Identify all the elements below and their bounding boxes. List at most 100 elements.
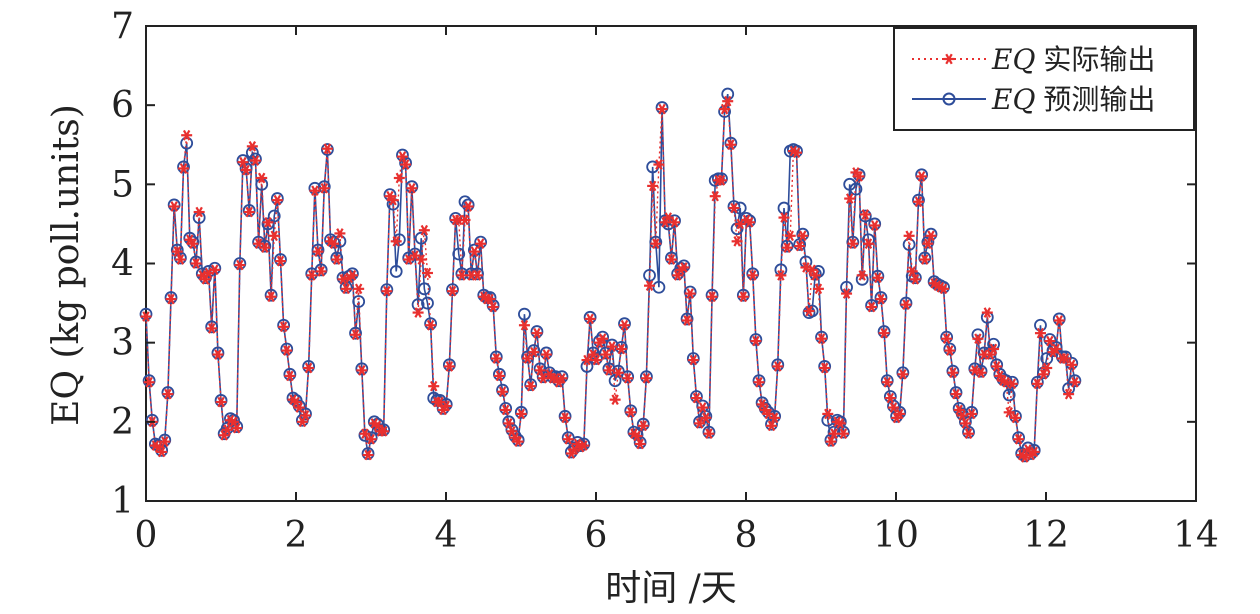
actual-point-stroke [749,270,757,281]
actual-point [897,369,909,380]
legend-box [893,27,1195,131]
actual-point-stroke [589,349,597,360]
predicted-point [877,325,891,338]
predicted-point [139,307,153,321]
actual-point-stroke [329,238,338,250]
actual-point [293,402,305,413]
actual-point-stroke [933,280,941,291]
actual-point-stroke [364,449,372,461]
actual-point [318,182,330,194]
predicted-point [880,374,894,388]
actual-point-stroke [367,433,375,445]
actual-point-stroke [936,281,945,293]
x-tick-label: 6 [585,515,608,556]
predicted-point [871,269,885,283]
actual-point [1006,378,1018,390]
actual-point [1053,315,1065,326]
actual-point-stroke [789,145,798,157]
actual-point [665,254,677,265]
predicted-point [421,296,434,310]
actual-point-stroke [642,372,651,384]
actual-point [472,270,484,281]
x-tick-label: 0 [135,515,158,556]
x-tick-label: 12 [1023,515,1069,556]
actual-point-stroke [514,436,522,447]
actual-point [271,194,283,206]
actual-point [678,262,690,273]
actual-point-stroke [317,266,325,277]
actual-point [231,422,243,434]
actual-point-stroke [207,323,216,334]
predicted-point [270,192,284,205]
actual-point [725,139,737,151]
actual-point-stroke [786,230,794,242]
actual-point-stroke [880,327,888,339]
actual-point [834,418,846,429]
actual-point [243,206,255,218]
actual-point-stroke [1043,362,1051,374]
predicted-point [211,346,225,360]
predicted-point [493,367,506,381]
actual-point [647,180,659,192]
actual-point [234,259,246,271]
actual-point-stroke [921,254,929,265]
actual-point [809,270,821,281]
actual-point-stroke [1002,376,1010,388]
predicted-point [874,291,888,304]
predicted-point [474,235,488,249]
actual-point [534,365,546,376]
actual-point-stroke [154,441,163,453]
actual-point [321,143,333,155]
actual-point-stroke [264,217,272,228]
predicted-point [896,366,910,380]
actual-point-stroke [830,428,838,440]
actual-point [303,362,315,374]
actual-point [484,293,496,305]
actual-point-stroke [348,270,357,281]
actual-point-stroke [774,361,782,372]
actual-point-stroke [808,264,816,276]
predicted-point [455,267,469,281]
actual-point-stroke [917,171,926,182]
actual-point [168,201,180,212]
actual-point-stroke [273,194,282,206]
actual-point-stroke [717,175,726,186]
actual-point [775,270,787,281]
actual-point-stroke [1046,335,1054,347]
actual-point [715,175,727,186]
actual-point [281,345,293,356]
actual-point-stroke [827,436,835,447]
predicted-point [965,405,979,419]
predicted-point [815,330,828,344]
actual-point [396,151,408,162]
actual-point [425,319,437,331]
actual-point-stroke [261,242,269,253]
actual-point [681,315,693,326]
actual-point-stroke [942,333,951,345]
actual-point-stroke [1052,343,1060,355]
actual-point-stroke [924,238,932,250]
actual-point [700,412,712,424]
actual-point-stroke [426,319,435,331]
actual-point [781,242,793,253]
actual-point-stroke [980,349,988,360]
predicted-point [643,268,656,282]
actual-point-stroke [889,402,898,413]
predicted-point [649,235,663,249]
actual-point [262,217,274,228]
actual-point [750,335,762,347]
x-axis-label: 时间 /天 [605,568,737,609]
predicted-point [277,318,291,332]
predicted-point [352,295,366,308]
predicted-point [912,193,925,207]
actual-point-stroke [605,365,613,376]
actual-point [190,258,202,269]
predicted-point [489,350,503,364]
actual-point [209,264,221,276]
actual-point-stroke [379,426,388,437]
legend-label-predicted-text: 预测输出 [1043,83,1155,116]
actual-point [459,214,471,226]
actual-point [794,240,806,252]
predicted-point [349,326,362,340]
legend-entry-actual: EQ 实际输出 [912,43,1155,76]
